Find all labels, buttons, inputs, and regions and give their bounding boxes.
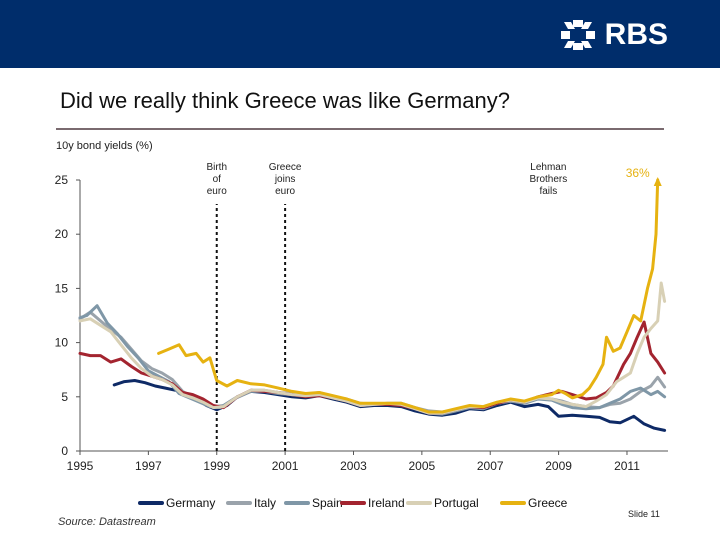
series-line-ireland <box>78 320 667 415</box>
legend-label-greece: Greece <box>528 496 568 510</box>
x-tick-label: 2009 <box>545 459 572 473</box>
x-tick-label: 2001 <box>272 459 299 473</box>
page-title: Did we really think Greece was like Germ… <box>60 88 510 113</box>
y-tick-label: 10 <box>55 336 69 350</box>
y-tick-label: 20 <box>55 227 69 241</box>
event-annotation: euro <box>207 186 227 197</box>
lehman-annotation: Lehman <box>530 162 566 173</box>
x-tick-label: 1997 <box>135 459 162 473</box>
rbs-daisy-wheel-icon <box>560 20 595 50</box>
event-annotation: Greece <box>269 162 302 173</box>
event-annotation: of <box>213 174 222 185</box>
source-note: Source: Datastream <box>58 516 156 528</box>
header-bar: RBS <box>0 0 720 68</box>
y-tick-label: 15 <box>55 281 69 295</box>
x-tick-label: 1999 <box>203 459 230 473</box>
x-tick-label: 2011 <box>614 459 640 473</box>
y-tick-label: 0 <box>61 444 68 458</box>
event-annotation: euro <box>275 186 295 197</box>
title-divider <box>56 128 664 130</box>
greece-peak-label: 36% <box>626 166 650 180</box>
lehman-annotation: Brothers <box>529 174 567 185</box>
legend-label-spain: Spain <box>312 496 343 510</box>
event-annotation: joins <box>274 174 296 185</box>
x-tick-label: 2003 <box>340 459 367 473</box>
slide-number: Slide 11 <box>628 509 660 519</box>
legend-label-germany: Germany <box>166 496 215 510</box>
event-annotation: Birth <box>206 162 227 173</box>
x-tick-label: 2005 <box>409 459 436 473</box>
y-tick-label: 5 <box>61 390 68 404</box>
y-tick-label: 25 <box>55 173 69 187</box>
chart-subtitle: 10y bond yields (%) <box>56 140 153 152</box>
logo-text: RBS <box>604 18 668 51</box>
series-line-greece <box>157 178 660 414</box>
rbs-logo: RBS <box>560 18 668 52</box>
lehman-annotation: fails <box>539 186 557 197</box>
x-tick-label: 1995 <box>67 459 94 473</box>
legend-label-ireland: Ireland <box>368 496 405 510</box>
legend-label-italy: Italy <box>254 496 276 510</box>
legend-label-portugal: Portugal <box>434 496 479 510</box>
x-tick-label: 2007 <box>477 459 504 473</box>
